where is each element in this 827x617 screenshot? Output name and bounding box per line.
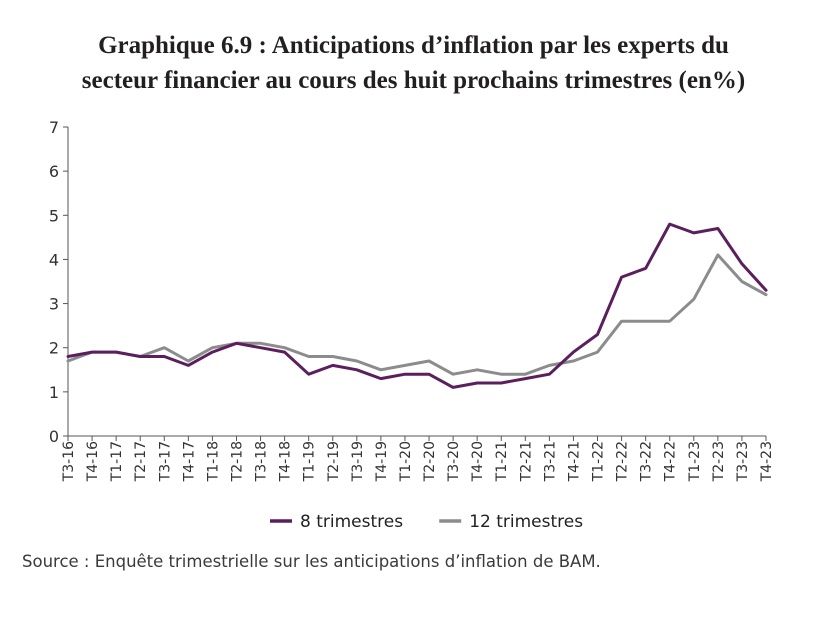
x-tick-label: T1-17: [109, 441, 125, 482]
x-tick-label: T1-21: [494, 441, 510, 482]
x-tick-label: T4-20: [470, 441, 486, 482]
x-tick-label: T4-21: [566, 441, 582, 482]
y-tick-label: 4: [49, 250, 59, 269]
x-tick-label: T3-22: [639, 441, 655, 482]
x-tick-label: T2-20: [422, 441, 438, 482]
x-tick-label: T3-18: [254, 441, 270, 482]
series-line-8-trimestres: [66, 222, 768, 389]
x-tick-label: T1-22: [591, 441, 607, 482]
y-tick-label: 7: [49, 118, 59, 137]
x-tick-label: T2-23: [711, 441, 727, 482]
y-tick-label: 0: [49, 427, 59, 446]
x-tick-label: T2-18: [229, 441, 245, 482]
x-tick-label: T4-19: [374, 441, 390, 482]
x-tick-label: T3-23: [735, 441, 751, 482]
chart-title: Graphique 6.9 : Anticipations d’inflatio…: [0, 28, 827, 98]
y-tick-label: 3: [49, 295, 59, 314]
legend-label-8-trimestres: 8 trimestres: [300, 512, 403, 532]
x-tick-label: T1-23: [687, 441, 703, 482]
y-tick-label: 1: [49, 383, 59, 402]
y-tick-label: 6: [49, 162, 59, 181]
x-tick-label: T3-20: [446, 441, 462, 482]
x-tick-label: T3-16: [61, 441, 77, 482]
x-tick-label: T1-18: [205, 441, 221, 482]
x-tick-label: T2-17: [133, 441, 149, 482]
y-tick-label: 2: [49, 339, 59, 358]
x-tick-label: T4-18: [278, 441, 294, 482]
x-tick-label: T1-20: [398, 441, 414, 482]
x-tick-label: T4-16: [85, 441, 101, 482]
chart-title-line-2: secteur financier au cours des huit proc…: [81, 67, 746, 94]
x-tick-label: T4-17: [181, 441, 197, 482]
legend-label-12-trimestres: 12 trimestres: [469, 512, 583, 532]
x-tick-label: T3-19: [350, 441, 366, 482]
y-tick-label: 5: [49, 206, 59, 225]
chart-title-line-1: Graphique 6.9 : Anticipations d’inflatio…: [98, 32, 729, 59]
x-tick-label: T4-22: [663, 441, 679, 482]
series-line-12-trimestres: [66, 253, 768, 376]
x-tick-label: T3-17: [157, 441, 173, 482]
x-tick-label: T3-21: [542, 441, 558, 482]
x-tick-label: T2-21: [518, 441, 534, 482]
x-tick-label: T2-22: [615, 441, 631, 482]
x-tick-label: T2-19: [326, 441, 342, 482]
x-tick-label: T4-23: [759, 441, 775, 482]
source-note: Source : Enquête trimestrielle sur les a…: [22, 552, 601, 571]
x-tick-label: T1-19: [302, 441, 318, 482]
